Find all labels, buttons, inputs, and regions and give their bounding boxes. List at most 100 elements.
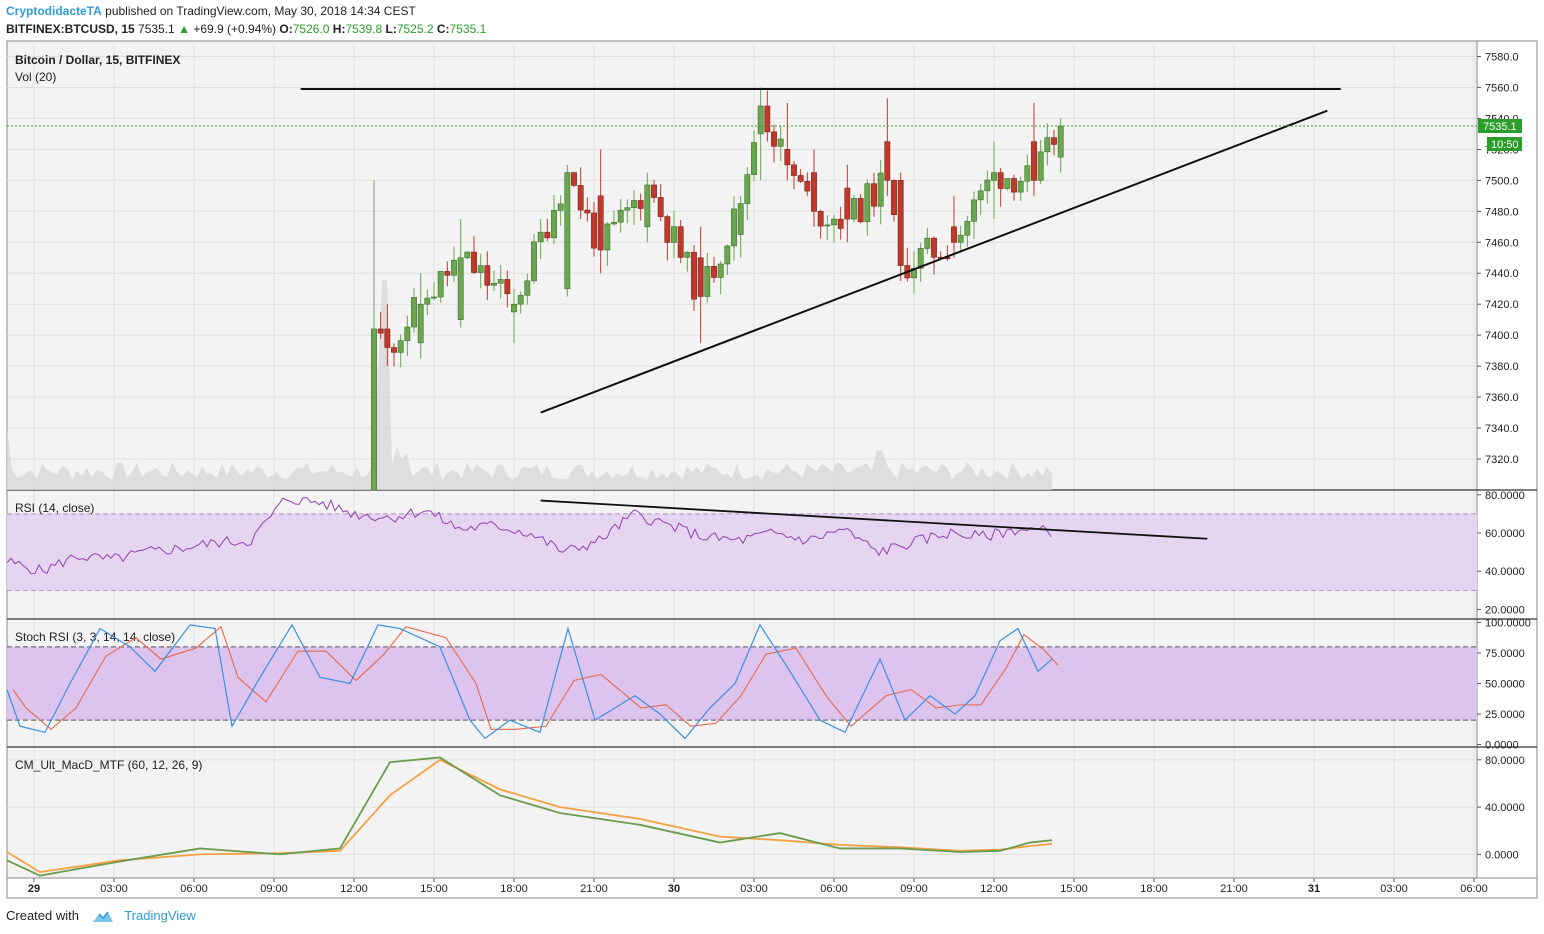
x-tick-label: 31: [1308, 883, 1320, 895]
x-tick-label: 09:00: [900, 883, 928, 895]
candle-body: [817, 211, 824, 227]
open-label: O:: [279, 22, 293, 36]
candle-body: [744, 174, 751, 204]
candle-body: [1004, 178, 1011, 189]
price-pane-title: Bitcoin / Dollar, 15, BITFINEX: [15, 53, 180, 67]
candles: [371, 87, 1064, 491]
price-tick-label: 7560.0: [1485, 82, 1519, 94]
candle-body: [764, 105, 771, 133]
candle-body: [924, 237, 931, 249]
price-tick-label: 7380.0: [1485, 361, 1519, 373]
x-tick-label: 18:00: [1140, 883, 1168, 895]
x-tick-label: 03:00: [740, 883, 768, 895]
candle-body: [1057, 125, 1064, 158]
candle-body: [471, 251, 477, 273]
created-with-label: Created with: [6, 908, 79, 923]
candle-body: [1037, 151, 1044, 181]
candle-body: [517, 295, 524, 305]
countdown-tag: 10:50: [1491, 139, 1519, 151]
candle-body: [1051, 137, 1057, 145]
candle-body: [797, 175, 804, 182]
last-price-badge: [1478, 119, 1522, 134]
author-link[interactable]: CryptodidacteTA: [6, 4, 102, 18]
candle-body: [977, 190, 984, 201]
candle-body: [931, 237, 937, 258]
stoch-d-line: [12, 625, 1059, 731]
candle-body: [571, 172, 577, 186]
candle-body: [677, 226, 684, 258]
x-tick-label: 09:00: [260, 883, 288, 895]
candle-body: [831, 218, 837, 226]
stoch-tick-label: 25.0000: [1485, 709, 1525, 721]
candle-body: [1017, 180, 1024, 193]
candle-body: [1024, 165, 1031, 182]
candle-body: [611, 221, 617, 225]
candle-body: [377, 328, 384, 334]
price-tick-label: 7500.0: [1485, 175, 1519, 187]
candle-body: [491, 282, 497, 286]
last-price: 7535.1: [138, 22, 175, 36]
x-tick-label: 15:00: [1060, 883, 1088, 895]
candle-body: [724, 245, 731, 265]
candle-body: [631, 200, 637, 208]
candle-body: [524, 280, 531, 296]
candle-body: [851, 198, 857, 220]
candle-body: [731, 208, 737, 247]
candle-body: [1031, 141, 1037, 181]
candle-body: [877, 172, 884, 207]
candle-body: [557, 203, 564, 211]
rsi-tick-label: 40.0000: [1485, 566, 1525, 578]
candle-body: [497, 279, 504, 284]
candle-body: [591, 212, 597, 249]
x-tick-label: 12:00: [340, 883, 368, 895]
x-tick-label: 21:00: [580, 883, 608, 895]
published-text: published on TradingView.com, May 30, 20…: [105, 4, 416, 18]
tradingview-brand[interactable]: TradingView: [124, 908, 196, 923]
candle-body: [704, 266, 711, 297]
high-value: 7539.8: [345, 22, 383, 36]
candle-body: [804, 181, 811, 192]
candle-body: [957, 234, 964, 243]
candle-body: [777, 138, 784, 147]
time-axis: [6, 877, 1538, 899]
stoch-tick-label: 0.0000: [1485, 740, 1519, 752]
candle-body: [464, 251, 471, 259]
volume-label: Vol (20): [15, 70, 56, 84]
close-value: 7535.1: [449, 22, 487, 36]
candle-body: [424, 297, 431, 305]
candle-body: [951, 226, 957, 243]
candle-body: [917, 248, 924, 269]
candle-body: [824, 224, 831, 227]
price-tick-label: 7320.0: [1485, 454, 1519, 466]
candle-body: [884, 141, 891, 181]
high-label: H:: [332, 22, 346, 36]
candle-body: [871, 183, 877, 207]
candle-body: [511, 303, 517, 313]
candle-body: [991, 172, 997, 181]
price-tick-label: 7420.0: [1485, 299, 1519, 311]
x-tick-label: 30: [668, 883, 680, 895]
x-tick-label: 06:00: [820, 883, 848, 895]
candle-body: [971, 199, 977, 222]
stoch-k-line: [6, 623, 1053, 740]
price-axis: [1476, 40, 1538, 879]
candle-body: [984, 179, 991, 192]
volume-area: [7, 280, 1052, 490]
rsi-tick-label: 80.0000: [1485, 490, 1525, 502]
low-value: 7525.2: [396, 22, 434, 36]
candle-body: [857, 198, 864, 223]
price-tick-label: 7440.0: [1485, 268, 1519, 280]
candle-body: [791, 164, 797, 176]
candle-body: [584, 209, 591, 214]
candle-body: [657, 197, 664, 217]
candle-body: [737, 203, 744, 235]
stoch-tick-label: 75.0000: [1485, 648, 1525, 660]
stoch-tick-label: 50.0000: [1485, 679, 1525, 691]
rsi-line: [6, 497, 1052, 575]
candle-body: [751, 142, 757, 175]
candle-body: [564, 172, 571, 290]
candle-body: [651, 184, 657, 198]
macd-tick-label: 80.0000: [1485, 755, 1525, 767]
last-price-tag: 7535.1: [1483, 121, 1517, 133]
